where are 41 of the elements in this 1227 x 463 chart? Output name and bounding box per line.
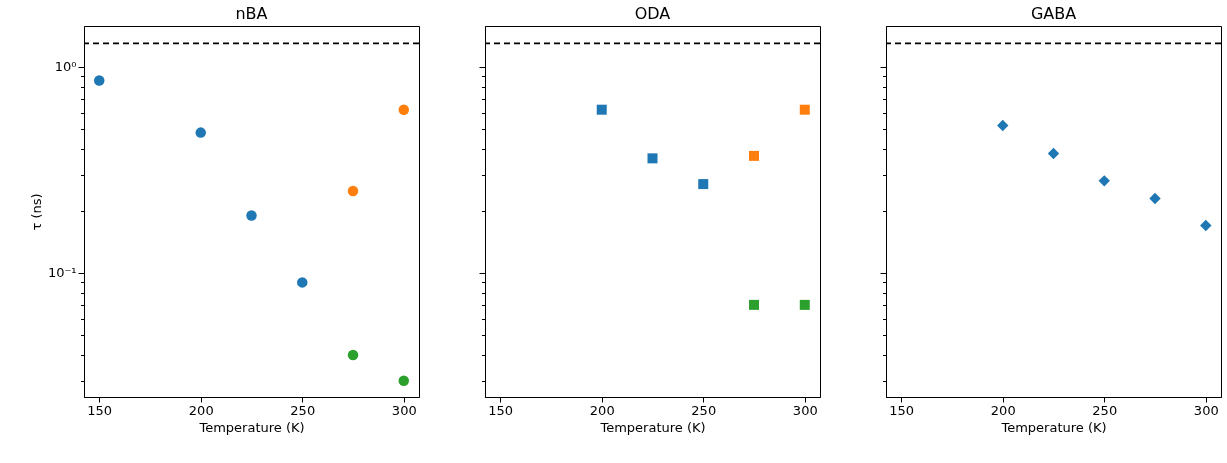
point	[997, 119, 1009, 132]
x-tick-label: 300	[391, 402, 417, 418]
x-tick-label: 200	[188, 402, 214, 418]
point	[1149, 192, 1161, 205]
chart-title: GABA	[1030, 4, 1077, 23]
point	[647, 153, 658, 164]
point	[698, 179, 709, 190]
y-tick-label: 10⁰	[54, 59, 77, 75]
x-axis-title: Temperature (K)	[599, 419, 706, 435]
point	[398, 104, 410, 115]
x-axis-title: Temperature (K)	[1000, 419, 1107, 435]
point	[347, 185, 359, 197]
x-tick-label: 250	[290, 402, 316, 418]
point	[347, 349, 359, 361]
point	[93, 75, 105, 86]
point	[1047, 147, 1060, 160]
point	[749, 150, 760, 161]
x-tick-label: 250	[691, 402, 717, 418]
x-tick-label: 200	[589, 402, 615, 418]
point	[195, 127, 206, 138]
y-axis-title: τ (ns)	[28, 193, 44, 231]
x-tick-label: 150	[488, 402, 514, 418]
point	[799, 299, 810, 310]
x-tick-label: 300	[792, 402, 818, 418]
point	[596, 104, 607, 115]
y-tick-label: 10⁻¹	[47, 265, 77, 281]
x-tick-label: 250	[1092, 402, 1118, 418]
x-tick-label: 150	[87, 402, 113, 418]
x-tick-label: 300	[1193, 402, 1219, 418]
point	[1098, 175, 1110, 187]
chart-title: ODA	[634, 4, 671, 23]
point	[799, 104, 810, 115]
point	[749, 299, 760, 310]
x-tick-label: 150	[889, 402, 915, 418]
chart-title: nBA	[235, 4, 268, 23]
x-tick-label: 200	[990, 402, 1016, 418]
x-axis-title: Temperature (K)	[198, 419, 305, 435]
point	[398, 375, 410, 386]
point	[1200, 219, 1212, 232]
point	[246, 210, 257, 221]
point	[297, 277, 308, 288]
